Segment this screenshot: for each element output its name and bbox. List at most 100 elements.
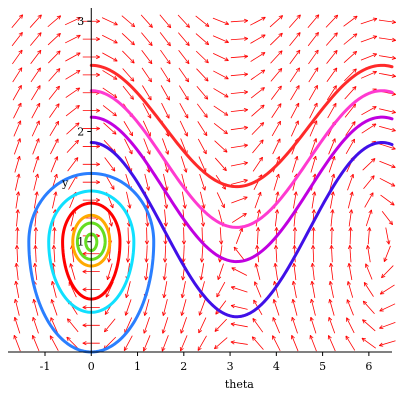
field-arrow — [252, 139, 264, 154]
field-arrow — [271, 103, 282, 118]
field-arrow — [144, 245, 149, 263]
field-arrow — [32, 316, 39, 334]
field-arrow — [361, 123, 377, 134]
field-arrow — [13, 102, 22, 119]
field-arrow — [329, 191, 335, 209]
field-arrow — [49, 103, 60, 118]
field-arrow — [309, 102, 318, 119]
field-arrow — [33, 245, 38, 263]
field-arrow — [66, 336, 80, 350]
field-arrow — [233, 246, 245, 261]
field-arrow — [217, 263, 224, 280]
y-tick-label: 3 — [77, 15, 84, 28]
field-arrow — [198, 317, 207, 334]
field-arrow — [213, 123, 228, 135]
field-arrow — [66, 139, 79, 153]
field-arrow — [273, 173, 280, 191]
field-arrow — [11, 32, 23, 47]
field-arrow — [274, 209, 280, 227]
field-arrow — [15, 209, 20, 227]
field-arrow — [269, 15, 284, 28]
field-arrow — [142, 85, 152, 101]
field-arrow — [102, 70, 118, 80]
field-arrow — [251, 122, 265, 135]
field-arrow — [178, 67, 190, 83]
field-arrow — [212, 35, 229, 44]
field-arrow — [378, 19, 397, 25]
field-arrow — [161, 335, 169, 352]
field-arrow — [159, 14, 172, 29]
x-axis-title: theta — [225, 378, 254, 391]
field-arrow — [362, 319, 376, 332]
field-arrow — [385, 227, 391, 245]
field-arrow — [181, 245, 186, 263]
field-arrow — [273, 245, 279, 263]
field-arrow — [30, 49, 42, 65]
field-arrow — [310, 280, 316, 298]
field-arrow — [307, 32, 319, 47]
field-arrow — [11, 14, 24, 28]
field-arrow — [12, 85, 22, 101]
field-arrow — [360, 70, 377, 79]
field-arrow — [216, 281, 226, 298]
field-arrow — [140, 14, 153, 28]
field-arrow — [311, 245, 316, 263]
field-arrow — [160, 85, 170, 101]
field-arrow — [379, 177, 396, 187]
field-arrow — [250, 52, 266, 62]
field-arrow — [162, 245, 168, 263]
field-arrow — [160, 67, 171, 83]
field-arrow — [144, 173, 151, 191]
field-arrow — [310, 155, 317, 173]
field-arrow — [230, 340, 248, 345]
field-arrow — [33, 173, 39, 191]
field-arrow — [13, 138, 21, 155]
field-arrow — [230, 178, 248, 185]
field-arrow — [254, 263, 261, 280]
field-arrow — [230, 322, 248, 328]
field-arrow — [310, 298, 316, 316]
field-arrow — [378, 37, 397, 42]
field-arrow — [230, 304, 248, 310]
field-arrow — [378, 340, 396, 347]
field-arrow — [121, 15, 136, 28]
field-arrow — [216, 192, 225, 209]
field-arrow — [289, 49, 301, 65]
field-arrow — [213, 70, 229, 80]
field-arrow — [230, 18, 249, 23]
field-arrow — [124, 138, 133, 155]
field-arrow — [251, 104, 265, 117]
field-arrow — [251, 336, 264, 350]
field-arrow — [288, 14, 301, 28]
field-arrow — [327, 102, 337, 119]
field-arrow — [122, 85, 134, 100]
field-arrow — [250, 16, 266, 26]
field-arrow — [51, 245, 57, 263]
field-arrow — [126, 227, 131, 245]
field-arrow — [328, 280, 334, 298]
field-arrow — [291, 280, 297, 298]
field-arrow — [144, 227, 150, 245]
field-arrow — [310, 262, 315, 281]
x-tick-label: 6 — [365, 360, 372, 373]
field-arrow — [230, 161, 248, 167]
field-arrow — [65, 70, 81, 80]
field-arrow — [253, 281, 262, 298]
field-arrow — [31, 335, 40, 352]
field-arrow — [105, 281, 114, 298]
field-arrow — [307, 14, 320, 28]
field-arrow — [160, 49, 171, 65]
field-arrow — [180, 317, 187, 334]
field-arrow — [308, 49, 319, 65]
field-arrow — [14, 262, 19, 281]
field-arrow — [326, 67, 338, 83]
field-arrow — [15, 227, 20, 245]
solution-curves — [27, 63, 394, 354]
field-arrow — [345, 335, 356, 351]
field-arrow — [291, 155, 299, 173]
field-arrow — [179, 335, 188, 352]
field-arrow — [13, 298, 20, 316]
field-arrow — [345, 138, 355, 155]
field-arrow — [141, 49, 153, 65]
